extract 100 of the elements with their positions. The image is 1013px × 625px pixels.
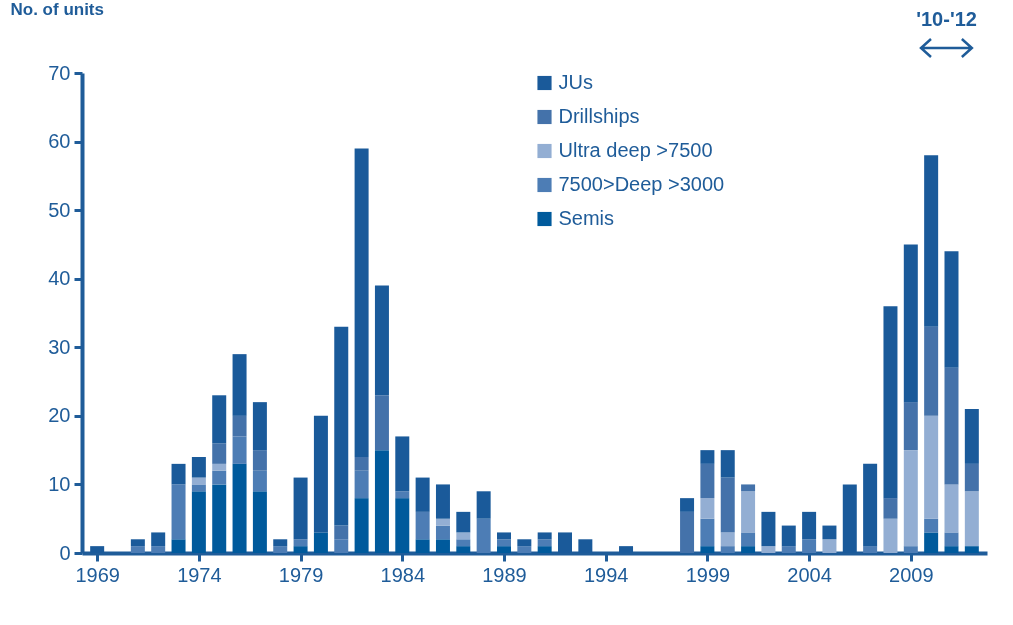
- bar: [741, 532, 756, 547]
- bar: [863, 463, 878, 547]
- bar: [191, 457, 206, 478]
- bar: [537, 539, 552, 547]
- bar: [802, 511, 817, 540]
- bar: [761, 511, 776, 547]
- bar: [720, 450, 735, 478]
- bar: [924, 518, 939, 533]
- bar: [924, 415, 939, 519]
- y-tick-label: 70: [48, 61, 71, 84]
- bar: [232, 463, 247, 553]
- bar: [151, 546, 166, 553]
- x-tick-label: 1984: [380, 563, 426, 586]
- x-tick-label: 1989: [482, 563, 527, 586]
- bar: [903, 244, 918, 403]
- y-tick-label: 10: [48, 472, 71, 495]
- bar: [212, 395, 227, 444]
- bar: [435, 525, 450, 540]
- bar: [374, 395, 389, 451]
- bar: [964, 409, 979, 464]
- bar: [720, 477, 735, 533]
- bar: [496, 532, 511, 540]
- bar: [903, 450, 918, 547]
- bar: [720, 546, 735, 553]
- bar: [944, 251, 959, 368]
- bar: [700, 518, 715, 547]
- bar: [456, 511, 471, 533]
- x-tick-label: 1974: [177, 563, 222, 586]
- bar: [374, 450, 389, 553]
- bar: [151, 532, 166, 547]
- bar: [924, 532, 939, 553]
- bar: [944, 484, 959, 533]
- bar: [680, 498, 695, 512]
- bar: [944, 532, 959, 547]
- bar: [883, 306, 898, 499]
- bar: [232, 354, 247, 416]
- y-axis-title: No. of units: [10, 0, 104, 19]
- bar: [212, 484, 227, 553]
- bar: [781, 525, 796, 547]
- bar: [720, 532, 735, 547]
- bar: [802, 539, 817, 553]
- bar: [415, 511, 430, 540]
- bar: [822, 539, 837, 553]
- bar: [130, 539, 145, 547]
- bar: [476, 518, 491, 553]
- bar: [293, 546, 308, 553]
- bar: [252, 491, 267, 553]
- bar: [273, 539, 288, 547]
- bar: [537, 546, 552, 553]
- bar: [863, 546, 878, 553]
- bar: [822, 525, 837, 540]
- bar: [191, 491, 206, 553]
- bar: [435, 484, 450, 519]
- bar: [496, 539, 511, 547]
- y-tick-label: 50: [48, 198, 71, 221]
- bar: [964, 546, 979, 553]
- bar: [395, 498, 410, 553]
- legend-label: Ultra deep >7500: [558, 139, 713, 161]
- bar: [700, 498, 715, 519]
- bar: [354, 498, 369, 553]
- bar: [741, 484, 756, 492]
- legend-label: Drillships: [558, 105, 640, 127]
- x-tick-label: 1999: [685, 563, 731, 586]
- legend-label: Semis: [558, 207, 615, 229]
- bar: [680, 511, 695, 553]
- bar: [171, 539, 186, 553]
- bar: [741, 546, 756, 553]
- bar: [883, 518, 898, 553]
- y-tick-label: 0: [59, 541, 71, 564]
- bar: [374, 285, 389, 396]
- bar: [212, 443, 227, 464]
- bar: [944, 546, 959, 553]
- bar: [517, 539, 532, 547]
- bar: [171, 463, 186, 485]
- bar: [313, 415, 328, 533]
- bar: [944, 367, 959, 485]
- x-tick-label: 1979: [278, 563, 324, 586]
- bar: [395, 491, 410, 499]
- bar: [781, 546, 796, 553]
- bar: [212, 463, 227, 471]
- bar: [171, 484, 186, 540]
- bar: [924, 155, 939, 327]
- y-tick-label: 20: [48, 404, 71, 427]
- bar: [415, 539, 430, 553]
- bar: [761, 546, 776, 553]
- bar: [883, 498, 898, 519]
- bar: [293, 539, 308, 547]
- bar: [415, 477, 430, 512]
- bar: [537, 532, 552, 540]
- bar: [700, 546, 715, 553]
- x-tick-label: 2009: [889, 563, 934, 586]
- bar: [435, 518, 450, 526]
- bar: [212, 470, 227, 485]
- bar: [903, 402, 918, 451]
- bar: [334, 326, 349, 526]
- x-tick-label: 1969: [75, 563, 120, 586]
- y-tick-label: 40: [48, 267, 71, 290]
- x-tick-label: 1994: [583, 563, 629, 586]
- y-tick-label: 30: [48, 335, 71, 358]
- bar: [924, 326, 939, 416]
